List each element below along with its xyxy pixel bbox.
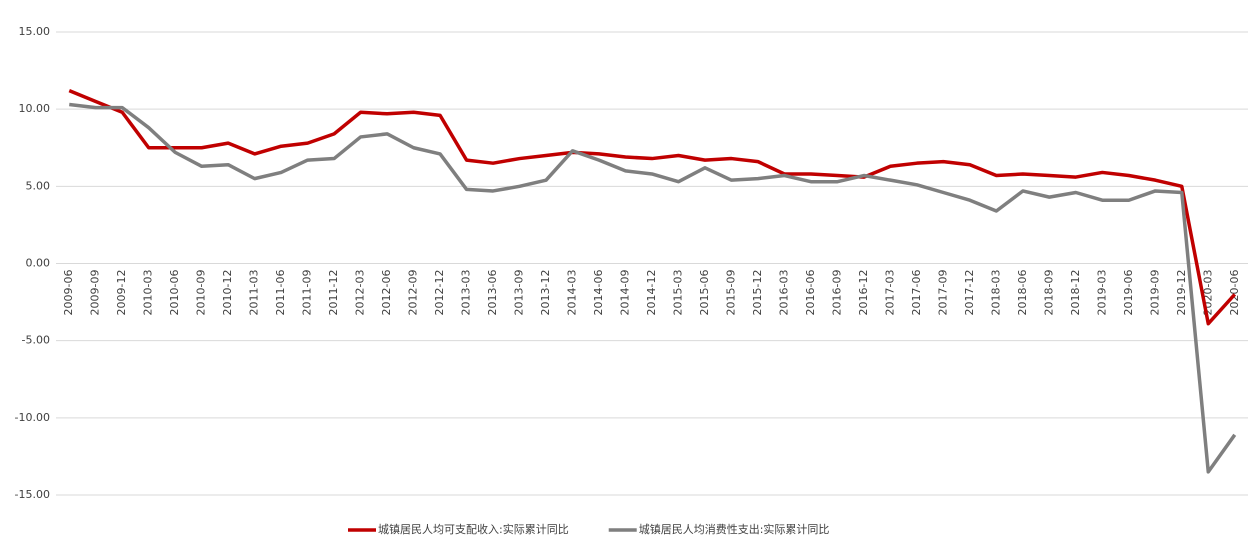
x-tick-label: 2016-06 [804,270,817,316]
x-tick-label: 2010-06 [168,270,181,316]
y-tick-label: 0.00 [26,257,51,270]
x-tick-label: 2010-12 [221,270,234,316]
x-tick-label: 2013-03 [460,269,473,315]
x-tick-label: 2014-06 [592,270,605,316]
x-tick-label: 2011-12 [327,270,340,316]
y-tick-label: -10.00 [15,411,50,424]
x-tick-label: 2012-06 [380,270,393,316]
x-tick-label: 2013-12 [539,270,552,316]
x-tick-label: 2017-09 [936,270,949,316]
series-line [68,89,1237,326]
x-tick-label: 2016-09 [830,270,843,316]
x-tick-label: 2012-12 [433,270,446,316]
x-tick-label: 2019-09 [1148,270,1161,316]
legend-label: 城镇居民人均消费性支出:实际累计同比 [639,522,830,536]
x-tick-label: 2009-09 [89,270,102,316]
y-tick-label: -15.00 [15,488,50,501]
y-tick-label: 10.00 [19,102,51,115]
x-tick-label: 2016-03 [777,270,790,316]
x-tick-label: 2018-03 [989,269,1002,315]
x-tick-label: 2014-12 [645,270,658,316]
x-tick-label: 2013-09 [513,270,526,316]
x-tick-label: 2016-12 [857,270,870,316]
x-tick-label: 2012-03 [354,270,367,316]
x-tick-label: 2009-12 [115,270,128,316]
x-tick-label: 2015-06 [698,270,711,316]
x-tick-label: 2014-09 [619,270,632,316]
x-tick-label: 2019-03 [1095,270,1108,316]
y-tick-label: 15.00 [19,25,51,38]
x-tick-label: 2012-09 [407,270,420,316]
series-line [69,102,1237,474]
y-tick-label: 5.00 [26,179,51,192]
x-tick-label: 2011-03 [248,270,261,316]
x-tick-label: 2011-09 [301,270,314,316]
x-tick-label: 2013-06 [486,269,499,315]
y-tick-label: -5.00 [22,334,50,347]
x-tick-label: 2015-12 [751,270,764,316]
x-tick-label: 2009-06 [62,270,75,316]
x-tick-label: 2011-06 [274,270,287,316]
x-tick-label: 2010-09 [195,270,208,316]
x-tick-label: 2019-12 [1175,270,1188,316]
x-tick-label: 2018-12 [1069,270,1082,316]
x-tick-label: 2017-06 [910,270,923,316]
x-tick-label: 2010-03 [142,270,155,316]
x-tick-label: 2018-06 [1016,270,1029,316]
x-tick-label: 2015-09 [724,270,737,316]
x-tick-label: 2018-09 [1042,270,1055,316]
x-tick-label: 2020-06 [1228,270,1241,316]
x-tick-label: 2017-03 [883,270,896,316]
x-tick-label: 2014-03 [566,270,579,316]
x-tick-label: 2019-06 [1122,270,1135,316]
x-tick-label: 2017-12 [963,270,976,316]
x-tick-label: 2015-03 [671,270,684,316]
legend-label: 城镇居民人均可支配收入:实际累计同比 [378,522,569,536]
